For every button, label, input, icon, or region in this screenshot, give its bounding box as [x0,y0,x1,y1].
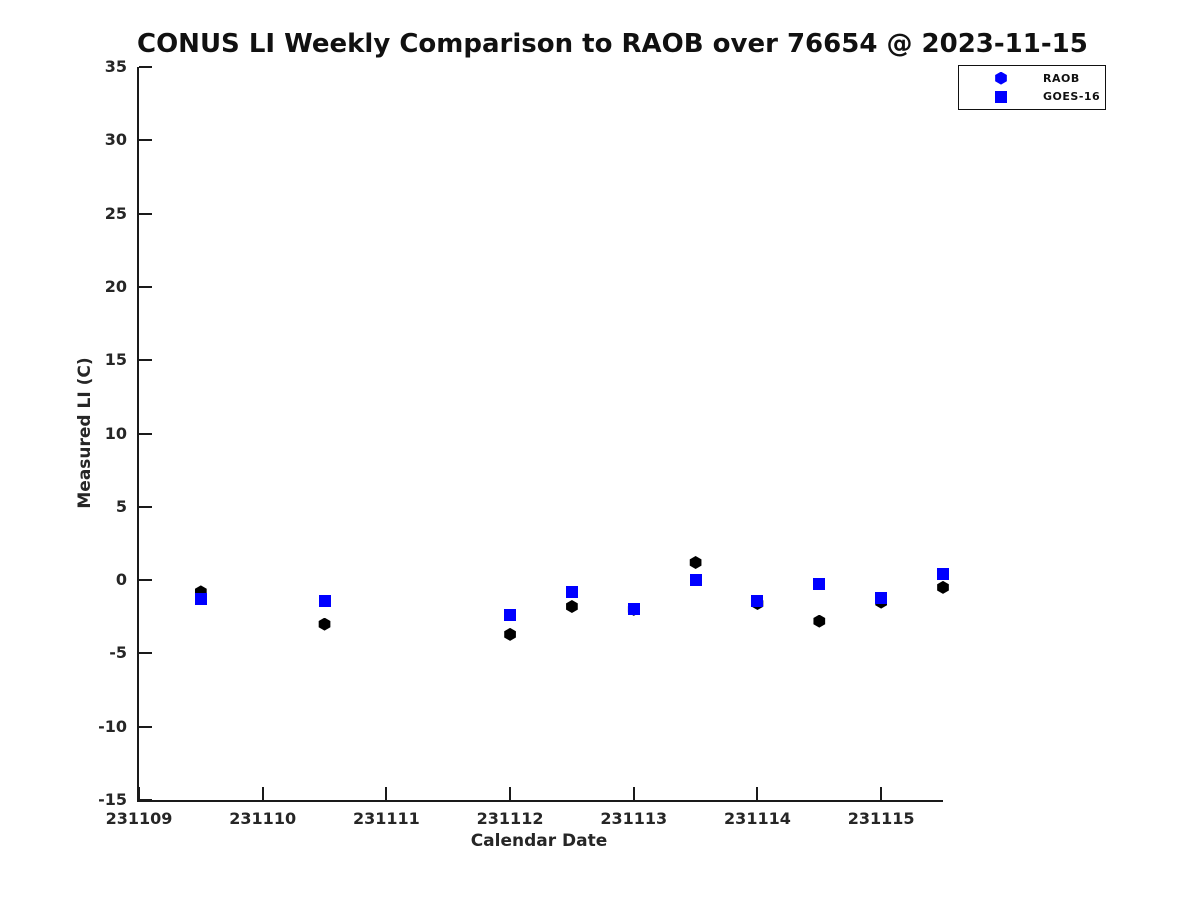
x-tick [880,787,883,800]
data-point-goes-16 [937,568,949,581]
legend-item-goes16: GOES-16 [959,88,1105,105]
data-point-raob [318,617,331,631]
data-point-goes-16 [565,585,578,598]
y-tick [139,139,152,142]
data-point-raob [194,585,207,599]
data-point-raob [689,556,702,569]
data-point-goes-16 [689,574,702,587]
data-point-goes-16 [318,594,331,607]
data-point-raob [566,599,578,613]
data-point-raob [504,627,516,641]
y-tick [139,432,152,435]
y-tick [139,66,152,68]
data-point-goes-16 [875,591,888,604]
x-tick [385,787,388,800]
x-tick [138,787,140,800]
x-tick-label: 231109 [105,809,173,828]
x-tick-label: 231114 [724,809,791,828]
data-point-raob [937,580,949,594]
legend-marker-col [959,71,1043,85]
data-point-goes-16 [504,609,517,622]
x-tick-label: 231111 [352,809,420,828]
x-tick-label: 231112 [476,809,544,828]
x-tick [261,787,264,800]
y-tick-label: -10 [98,716,127,736]
y-tick [139,359,152,362]
goes16-marker-icon [995,90,1007,103]
legend: RAOB GOES-16 [958,65,1106,110]
legend-item-raob: RAOB [959,70,1105,87]
y-tick [139,505,152,508]
y-tick-label: 30 [104,130,127,150]
plot-area: 35 30 25 20 15 10 5 0 -5 -10 -15 231109 231110 231111… [98,57,949,828]
y-tick-label: -5 [109,643,127,663]
data-point-goes-16 [627,603,640,616]
x-tick-label: 231113 [600,809,668,828]
y-tick-label: 35 [104,57,127,76]
legend-label-raob: RAOB [1043,71,1080,85]
x-tick [756,787,759,800]
y-tick [139,799,152,801]
y-tick [139,579,152,582]
data-point-goes-16 [194,593,207,606]
x-tick-label: 231110 [229,809,297,828]
x-tick [509,787,512,800]
y-tick-label: 25 [104,203,127,223]
y-tick [139,285,152,288]
y-axis-label: Measured LI (C) [75,357,95,509]
legend-marker-col [959,90,1043,103]
y-tick-label: 5 [115,496,127,516]
x-axis-label: Calendar Date [470,831,608,851]
y-tick [139,725,152,728]
x-tick [632,787,635,800]
y-tick-label: 0 [115,570,127,590]
x-tick-label: 231115 [847,809,915,828]
y-tick-label: 10 [104,423,127,443]
legend-label-goes16: GOES-16 [1043,90,1101,104]
y-tick [139,652,152,655]
y-tick-label: 20 [104,276,127,296]
data-point-raob [813,614,826,628]
y-tick-label: -15 [98,790,127,809]
y-tick [139,212,152,215]
y-tick-label: 15 [104,350,127,370]
data-point-goes-16 [751,594,764,607]
chart-title: CONUS LI Weekly Comparison to RAOB over … [137,29,1088,59]
data-point-goes-16 [813,578,826,591]
raob-marker-icon [995,71,1007,85]
